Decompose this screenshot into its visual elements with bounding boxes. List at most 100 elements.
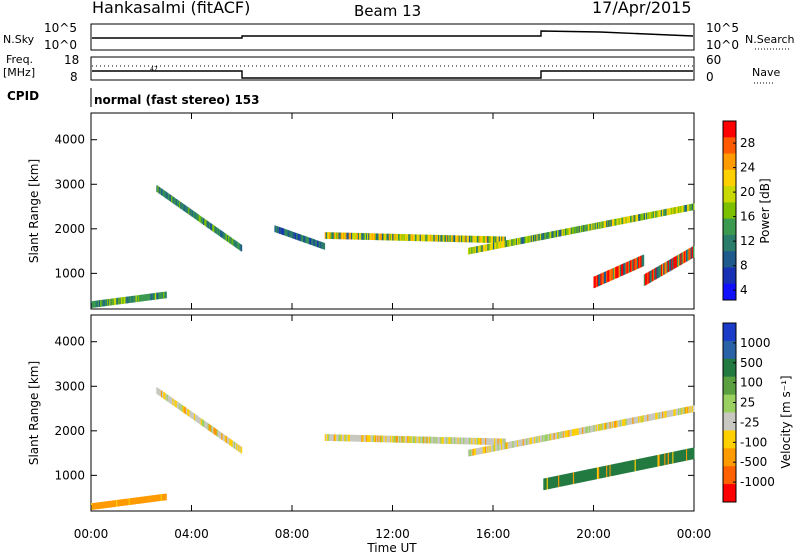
colorbar-swatch bbox=[723, 267, 736, 285]
range-time-cell bbox=[549, 231, 551, 239]
range-time-cell bbox=[591, 425, 593, 433]
x-tick-label: 16:00 bbox=[476, 527, 511, 541]
range-time-cell bbox=[144, 496, 147, 503]
range-time-cell bbox=[127, 498, 130, 506]
range-time-cell bbox=[602, 423, 605, 430]
range-time-cell bbox=[598, 222, 600, 229]
range-time-cell bbox=[641, 458, 644, 470]
range-time-cell bbox=[611, 268, 614, 280]
range-time-cell bbox=[582, 470, 584, 483]
range-time-cell bbox=[690, 203, 693, 211]
range-time-cell bbox=[137, 497, 140, 504]
range-time-cell bbox=[664, 411, 666, 418]
range-time-cell bbox=[316, 240, 319, 248]
range-time-cell bbox=[517, 238, 519, 245]
range-time-cell bbox=[191, 210, 194, 217]
range-time-cell bbox=[229, 236, 231, 244]
range-time-cell bbox=[428, 234, 431, 242]
colorbar-tick-label: -100 bbox=[740, 435, 767, 449]
range-time-cell bbox=[389, 435, 392, 443]
range-time-cell bbox=[523, 438, 526, 446]
range-time-cell bbox=[505, 442, 508, 449]
nsky-trace bbox=[92, 30, 694, 39]
range-time-cell bbox=[575, 226, 577, 234]
range-time-cell bbox=[489, 445, 492, 453]
range-time-cell bbox=[529, 235, 532, 243]
range-time-cell bbox=[623, 217, 625, 224]
range-time-cell bbox=[586, 469, 589, 482]
range-time-cell bbox=[501, 241, 503, 248]
range-time-cell bbox=[356, 232, 359, 240]
range-time-cell bbox=[378, 435, 381, 443]
cpid-text: normal (fast stereo) 153 bbox=[94, 93, 260, 107]
colorbar-swatch bbox=[723, 251, 736, 268]
range-time-cell bbox=[625, 262, 628, 274]
range-time-cell bbox=[604, 271, 607, 283]
range-time-cell bbox=[545, 232, 548, 240]
range-time-cell bbox=[579, 470, 582, 483]
range-time-cell bbox=[439, 437, 441, 444]
range-time-cell bbox=[596, 222, 599, 229]
range-time-cell bbox=[327, 434, 329, 441]
range-time-cell bbox=[599, 423, 601, 431]
range-time-cell bbox=[619, 419, 622, 427]
range-time-cell bbox=[675, 451, 678, 463]
range-time-cell bbox=[123, 297, 125, 304]
range-time-cell bbox=[640, 255, 642, 268]
range-time-cell bbox=[628, 418, 631, 425]
range-time-cell bbox=[520, 237, 522, 245]
range-time-cell bbox=[608, 220, 610, 227]
range-time-cell bbox=[511, 239, 513, 246]
range-time-cell bbox=[142, 294, 144, 302]
range-time-cell bbox=[665, 410, 667, 418]
range-time-cell bbox=[300, 234, 303, 242]
range-time-cell bbox=[415, 234, 417, 242]
range-time-cell bbox=[564, 474, 567, 486]
range-time-cell bbox=[238, 243, 240, 250]
range-time-cell bbox=[236, 241, 238, 249]
range-time-cell bbox=[521, 237, 524, 244]
range-time-cell bbox=[648, 271, 650, 284]
range-time-cell bbox=[476, 235, 479, 243]
colorbar-tick-label: 8 bbox=[740, 259, 748, 273]
range-time-cell bbox=[438, 235, 440, 242]
range-time-cell bbox=[630, 417, 632, 425]
range-time-cell bbox=[585, 469, 588, 482]
range-time-cell bbox=[427, 234, 430, 242]
range-time-cell bbox=[527, 236, 529, 243]
range-time-cell bbox=[478, 437, 480, 445]
range-time-cell bbox=[239, 243, 242, 251]
range-time-cell bbox=[220, 432, 222, 439]
range-time-cell bbox=[167, 193, 170, 201]
range-time-cell bbox=[460, 235, 463, 243]
range-time-cell bbox=[501, 236, 503, 244]
range-time-cell bbox=[443, 235, 446, 242]
range-time-cell bbox=[320, 241, 322, 249]
range-time-cell bbox=[197, 214, 199, 221]
range-time-cell bbox=[601, 466, 604, 478]
range-time-cell bbox=[228, 437, 230, 445]
range-time-cell bbox=[650, 456, 653, 468]
range-time-cell bbox=[650, 211, 653, 219]
range-time-cell bbox=[459, 437, 462, 445]
range-time-cell bbox=[209, 223, 212, 230]
range-time-cell bbox=[161, 292, 164, 299]
range-time-cell bbox=[123, 499, 125, 506]
range-time-cell bbox=[474, 246, 477, 254]
range-time-cell bbox=[157, 292, 159, 300]
range-time-cell bbox=[553, 476, 556, 488]
range-time-cell bbox=[543, 434, 545, 442]
range-time-cell bbox=[335, 232, 337, 240]
range-time-cell bbox=[373, 233, 376, 241]
range-time-cell bbox=[554, 432, 557, 440]
range-time-cell bbox=[636, 416, 639, 424]
range-time-cell bbox=[576, 428, 578, 436]
range-time-cell bbox=[652, 413, 655, 420]
range-time-cell bbox=[361, 435, 363, 442]
y-tick-label: 4000 bbox=[54, 133, 85, 147]
range-time-cell bbox=[164, 393, 166, 400]
range-time-cell bbox=[124, 498, 126, 506]
range-time-cell bbox=[509, 441, 511, 449]
range-time-cell bbox=[372, 435, 375, 442]
range-time-cell bbox=[191, 412, 194, 419]
